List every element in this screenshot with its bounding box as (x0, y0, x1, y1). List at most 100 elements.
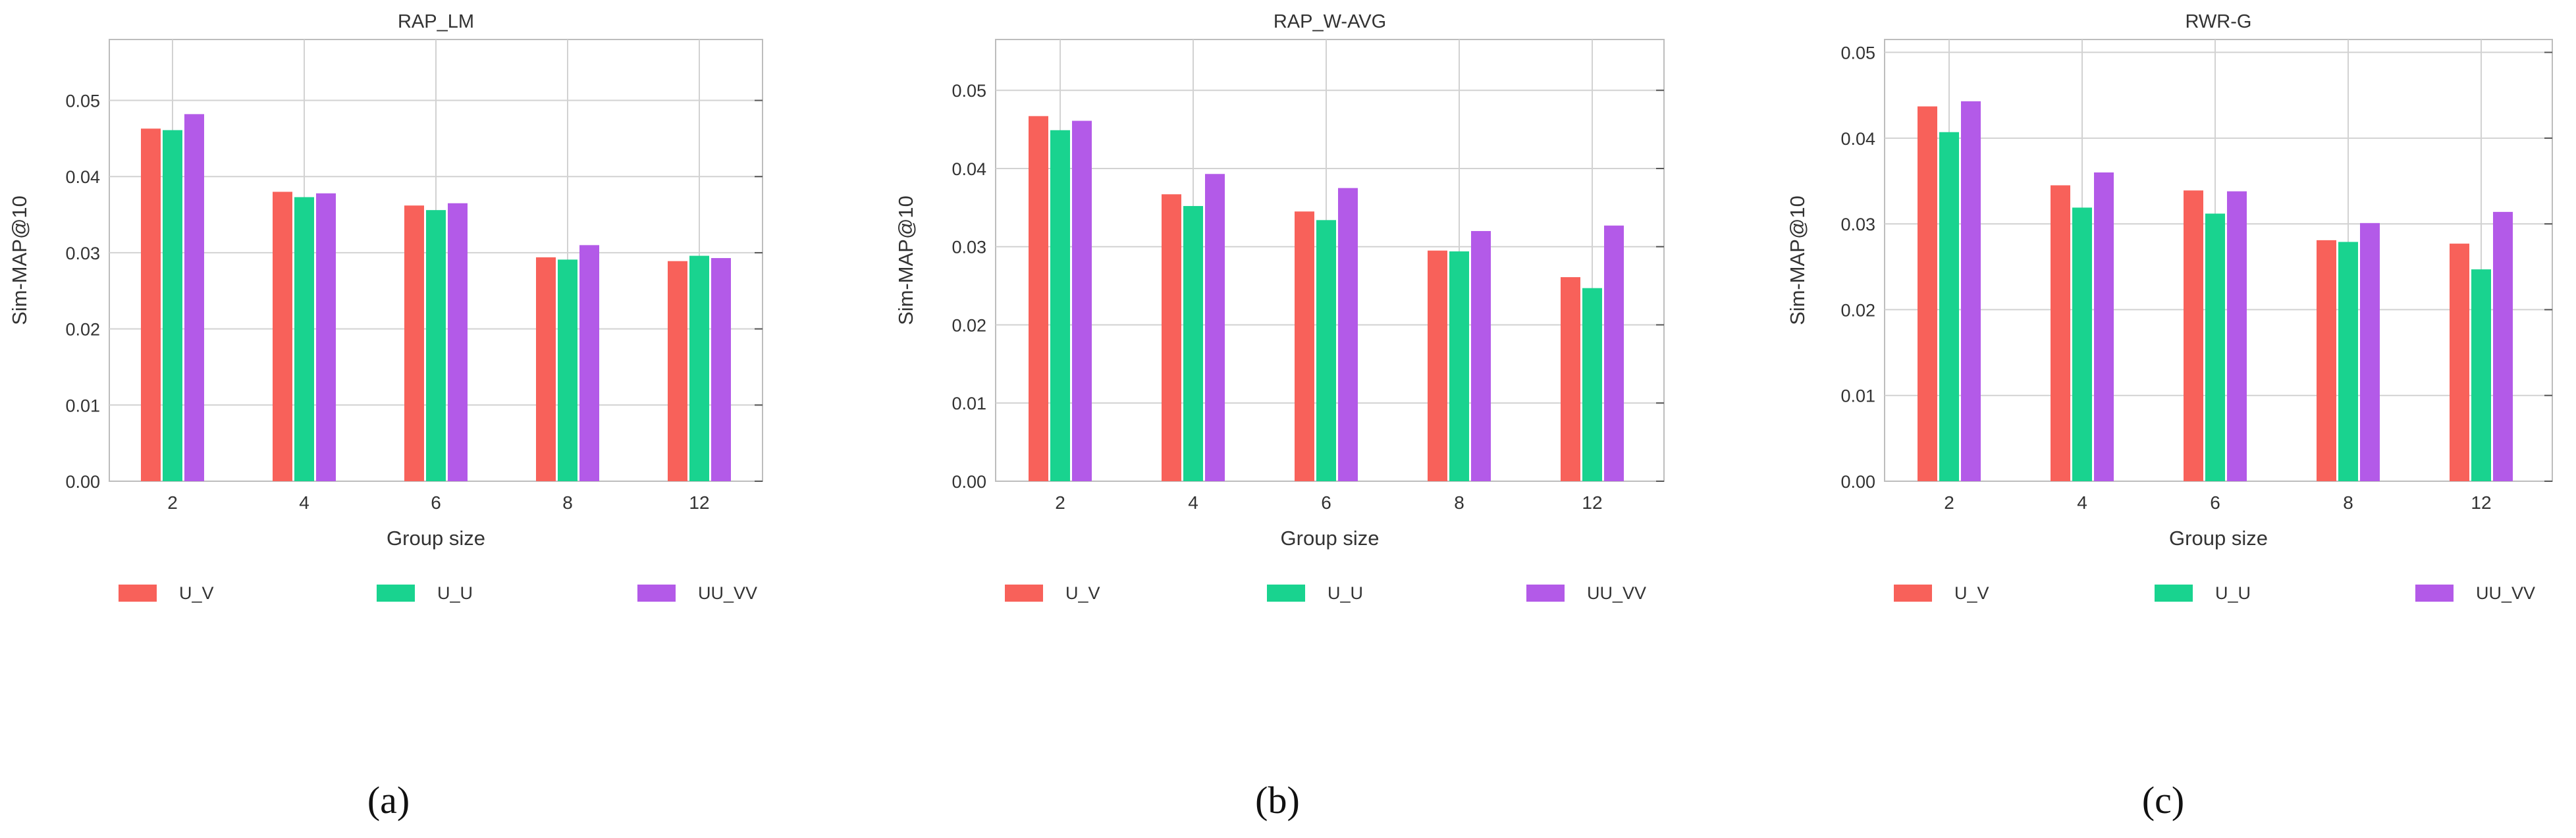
y-axis-label: Sim-MAP@10 (1786, 196, 1809, 325)
bar-uu-vv-2 (1072, 120, 1092, 482)
x-tick-label: 2 (1944, 492, 1954, 513)
legend-label: U_V (1065, 583, 1100, 603)
y-tick-label: 0.03 (1840, 215, 1875, 234)
legend-label: UU_VV (2476, 583, 2535, 603)
legend-swatch-uu_vv (2415, 585, 2454, 602)
y-tick-label: 0.05 (952, 81, 986, 101)
x-tick-label: 6 (431, 492, 441, 513)
x-tick-label: 4 (2077, 492, 2087, 513)
x-tick-label: 8 (1454, 492, 1464, 513)
chart-title: RWR-G (2186, 11, 2252, 32)
bar-u-v-8 (1428, 250, 1447, 481)
bar-u-v-6 (404, 205, 424, 481)
x-tick-label: 12 (1582, 492, 1602, 513)
bar-uu-vv-4 (2094, 172, 2114, 481)
legend-swatch-u_u (2155, 585, 2193, 602)
legend-swatch-uu_vv (637, 585, 676, 602)
chart-title: RAP_W-AVG (1274, 11, 1386, 32)
bar-uu-vv-8 (579, 245, 599, 481)
x-tick-label: 2 (167, 492, 178, 513)
bar-uu-vv-6 (2227, 191, 2247, 481)
y-tick-label: 0.00 (1840, 472, 1875, 492)
bar-uu-vv-4 (1205, 174, 1225, 481)
x-tick-label: 2 (1055, 492, 1065, 513)
x-tick-label: 8 (2343, 492, 2353, 513)
y-tick-label: 0.02 (65, 320, 100, 340)
bar-u-v-2 (141, 128, 161, 481)
y-tick-label: 0.04 (952, 159, 986, 179)
y-tick-label: 0.01 (65, 396, 100, 415)
x-tick-label: 12 (2471, 492, 2491, 513)
x-tick-label: 4 (299, 492, 309, 513)
bar-u-u-12 (2471, 269, 2491, 481)
bar-u-u-4 (2072, 207, 2092, 481)
bar-u-v-8 (2317, 240, 2336, 481)
y-axis-label: Sim-MAP@10 (8, 196, 31, 325)
bar-u-v-4 (273, 192, 292, 481)
y-tick-label: 0.03 (65, 244, 100, 263)
legend-swatch-u_v (1005, 585, 1043, 602)
bar-u-v-12 (1561, 277, 1580, 481)
legend-label: UU_VV (1587, 583, 1646, 603)
bar-u-u-12 (689, 255, 709, 481)
bar-uu-vv-12 (711, 258, 731, 481)
bar-u-u-2 (1939, 132, 1959, 481)
y-tick-label: 0.01 (1840, 386, 1875, 406)
chart-panel-2: 0.00 0.01 0.02 0.03 0.04 0.05 2 4 6 8 12 RAP_W-AVG G… (894, 11, 1665, 822)
legend-label: U_V (1954, 583, 1989, 603)
bar-u-v-6 (1295, 211, 1314, 481)
x-axis-label: Group size (2169, 527, 2268, 550)
y-axis-label: Sim-MAP@10 (894, 196, 917, 325)
y-tick-label: 0.05 (1840, 43, 1875, 63)
y-tick-label: 0.00 (65, 472, 100, 492)
y-tick-label: 0.05 (65, 92, 100, 111)
bar-u-v-12 (668, 261, 687, 481)
legend-label: U_U (1328, 583, 1363, 603)
x-tick-label: 6 (2210, 492, 2220, 513)
bar-uu-vv-8 (2360, 223, 2380, 481)
bar-u-v-6 (2184, 190, 2203, 481)
panel-caption: (c) (2142, 779, 2184, 822)
y-tick-label: 0.02 (952, 315, 986, 335)
x-axis-label: Group size (387, 527, 485, 550)
bar-uu-vv-2 (1961, 101, 1981, 482)
y-tick-label: 0.04 (65, 167, 100, 187)
bar-u-u-6 (426, 210, 446, 481)
bar-u-u-12 (1582, 288, 1602, 481)
bar-u-u-2 (163, 130, 182, 482)
bar-uu-vv-6 (1338, 188, 1358, 481)
y-tick-label: 0.03 (952, 238, 986, 257)
bar-u-u-6 (2205, 213, 2225, 481)
legend-swatch-u_v (1894, 585, 1932, 602)
legend-label: UU_VV (698, 583, 757, 603)
x-tick-label: 8 (562, 492, 573, 513)
bar-u-v-12 (2450, 244, 2469, 481)
bar-u-u-8 (2338, 242, 2358, 481)
bar-uu-vv-12 (1604, 225, 1624, 481)
chart-panel-3: 0.00 0.01 0.02 0.03 0.04 0.05 2 4 6 8 12 RWR-G Group… (1786, 11, 2553, 822)
chart-panel-1: 0.00 0.01 0.02 0.03 0.04 0.05 2 4 6 8 12 RAP_LM Grou… (8, 11, 763, 822)
bar-u-u-4 (294, 197, 314, 481)
legend-swatch-u_u (1267, 585, 1305, 602)
bar-uu-vv-8 (1471, 230, 1491, 481)
bar-u-v-4 (1162, 194, 1181, 481)
legend-label: U_U (2215, 583, 2251, 603)
x-tick-label: 4 (1188, 492, 1198, 513)
x-tick-label: 6 (1321, 492, 1331, 513)
legend-swatch-uu_vv (1526, 585, 1565, 602)
bar-u-v-2 (1029, 116, 1048, 481)
y-tick-label: 0.02 (1840, 300, 1875, 320)
panel-caption: (a) (367, 779, 410, 822)
bar-uu-vv-2 (184, 114, 204, 481)
chart-title: RAP_LM (398, 11, 474, 32)
y-tick-label: 0.00 (952, 472, 986, 492)
bar-u-u-4 (1183, 205, 1203, 481)
bar-u-v-2 (1918, 106, 1937, 481)
bar-u-u-6 (1316, 220, 1336, 481)
legend-swatch-u_v (119, 585, 157, 602)
legend-label: U_U (437, 583, 473, 603)
bar-uu-vv-4 (316, 193, 336, 481)
legend-label: U_V (179, 583, 214, 603)
bar-u-v-8 (536, 257, 556, 481)
